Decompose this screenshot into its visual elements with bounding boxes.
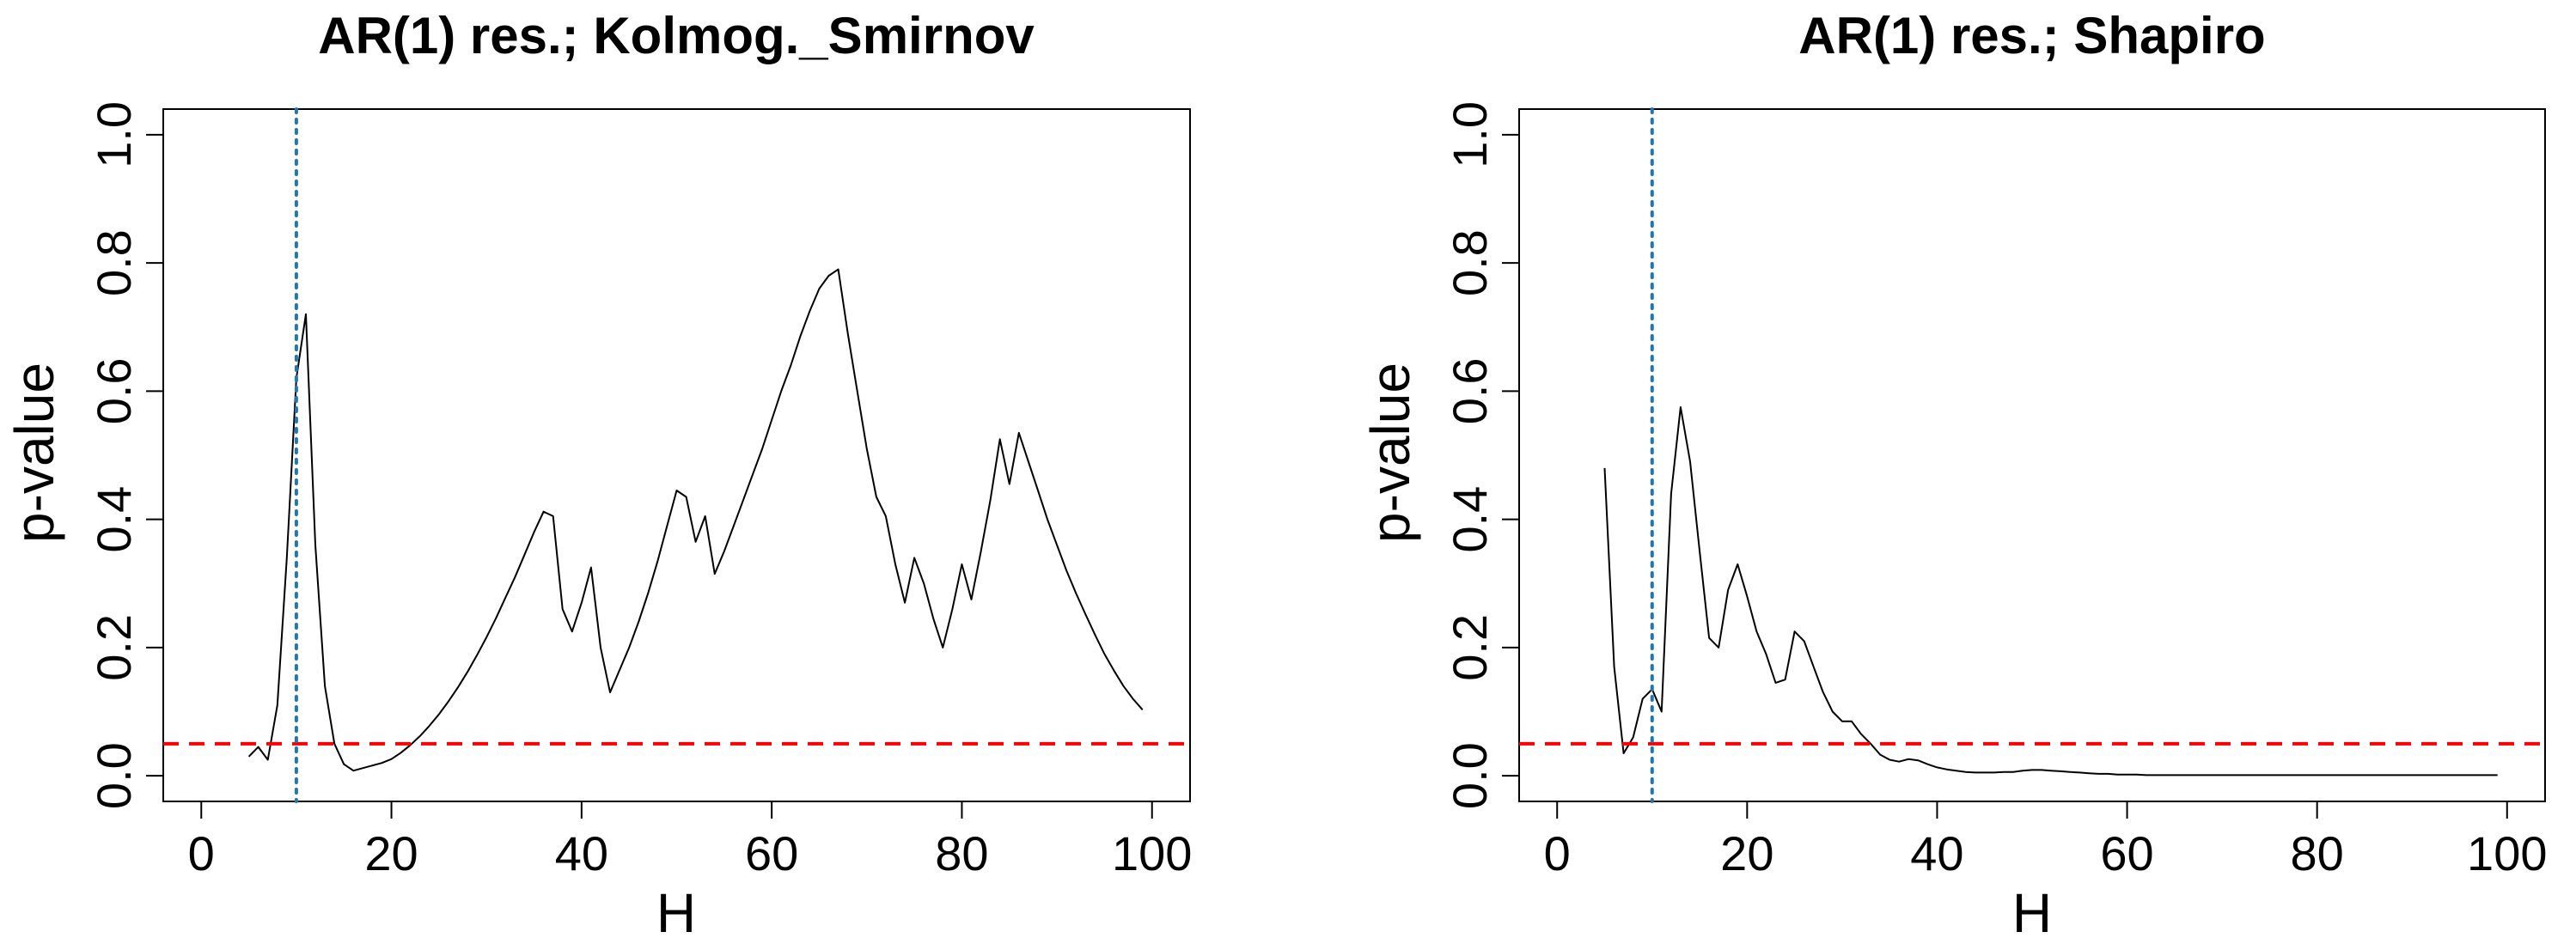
x-tick-label: 40 (1910, 826, 1963, 880)
x-tick-label: 20 (364, 826, 418, 880)
y-tick-label: 0.6 (87, 357, 141, 424)
series-line (1603, 406, 2498, 777)
y-tick-label: 0.8 (1443, 229, 1497, 296)
chart-title: AR(1) res.; Kolmog._Smirnov (318, 7, 1035, 64)
x-tick-label: 80 (935, 826, 988, 880)
plot-frame (1518, 108, 2546, 802)
x-tick-label: 0 (1544, 826, 1571, 880)
plot-area: 0 20 40 60 80 100 0.0 0.2 0.4 0.6 0.8 1.0 (87, 101, 1192, 880)
y-tick-label: 0.4 (87, 486, 141, 553)
y-tick-label: 0.2 (87, 614, 141, 681)
y-tick-label: 0.0 (1443, 742, 1497, 809)
x-tick-label: 40 (555, 826, 608, 880)
x-axis-label: H (2012, 882, 2052, 944)
series-line (247, 268, 1144, 772)
y-tick-label: 0.6 (1443, 357, 1497, 424)
x-tick-label: 0 (188, 826, 215, 880)
x-axis-label: H (656, 882, 696, 944)
y-tick-label: 1.0 (87, 101, 141, 168)
x-tick-label: 100 (2467, 826, 2547, 880)
y-axis-label: p-value (3, 362, 65, 543)
y-tick-label: 0.8 (87, 229, 141, 296)
x-tick-label: 60 (745, 826, 798, 880)
panel-shapiro: AR(1) res.; Shapiro H p-value 0 20 40 60 80 1… (1359, 7, 2547, 944)
x-tick-label: 20 (1720, 826, 1773, 880)
y-tick-label: 0.4 (1443, 486, 1497, 553)
x-tick-label: 80 (2291, 826, 2344, 880)
x-tick-label: 100 (1112, 826, 1192, 880)
y-tick-label: 0.2 (1443, 614, 1497, 681)
panel-ks: AR(1) res.; Kolmog._Smirnov H p-value 0 2… (3, 7, 1192, 944)
plot-frame (162, 108, 1191, 802)
x-tick-label: 60 (2100, 826, 2153, 880)
chart-title: AR(1) res.; Shapiro (1798, 7, 2265, 64)
plot-area: 0 20 40 60 80 100 0.0 0.2 0.4 0.6 0.8 1.0 (1443, 101, 2547, 880)
y-axis-label: p-value (1359, 362, 1421, 543)
y-tick-label: 0.0 (87, 742, 141, 809)
y-tick-label: 1.0 (1443, 101, 1497, 168)
